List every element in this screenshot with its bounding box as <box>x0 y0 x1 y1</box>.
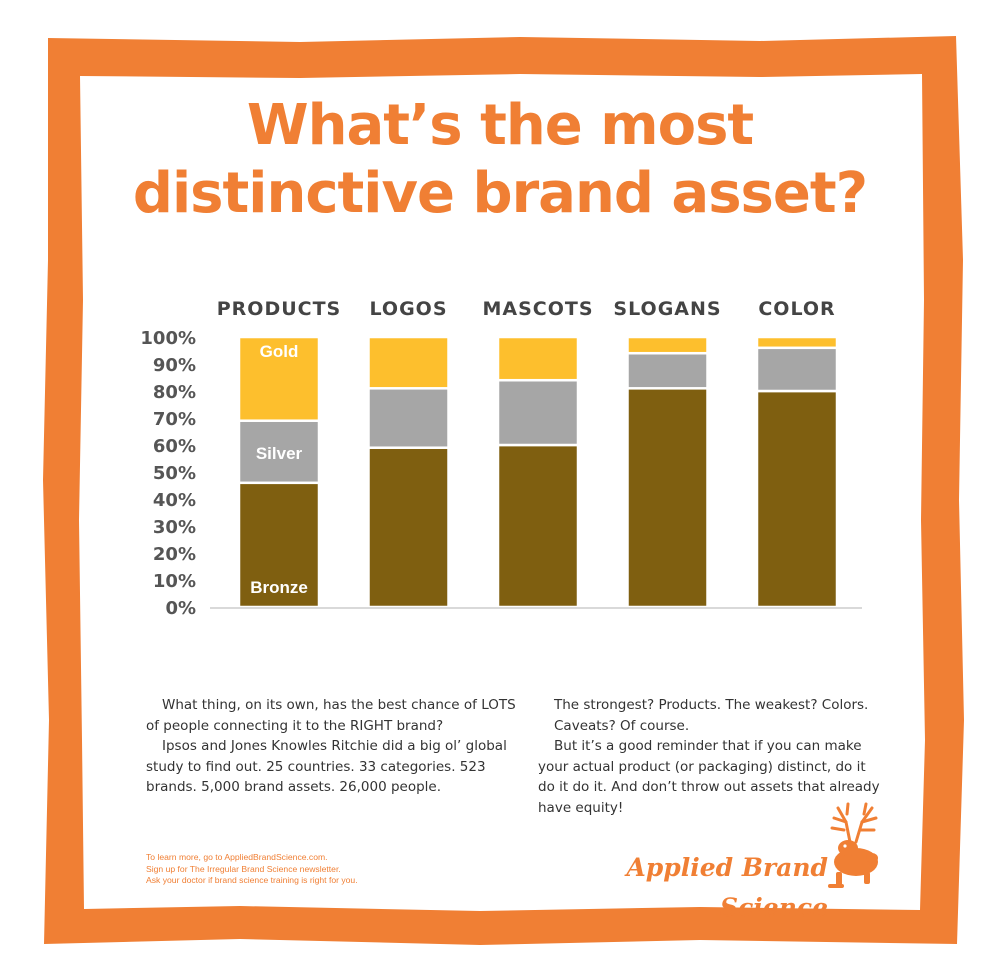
y-tick-label: 20% <box>153 544 196 565</box>
bar-logos-bronze <box>367 446 450 609</box>
y-tick-label: 80% <box>153 382 196 403</box>
bar-color-silver <box>755 346 839 393</box>
y-tick-label: 30% <box>153 517 196 538</box>
y-tick-label: 60% <box>153 436 196 457</box>
bar-mascots-silver <box>496 378 580 447</box>
right-paragraph-1: The strongest? Products. The weakest? Co… <box>554 697 869 713</box>
bar-products-silver <box>237 419 321 485</box>
right-paragraph-3: But it’s a good reminder that if you can… <box>538 738 880 816</box>
segment-label-gold: Gold <box>260 342 299 361</box>
category-label-mascots: MASCOTS <box>482 298 593 320</box>
right-text-column: The strongest? Products. The weakest? Co… <box>538 695 883 818</box>
bar-slogans-bronze <box>626 387 709 609</box>
footer-line-website: To learn more, go to AppliedBrandScience… <box>146 852 328 862</box>
footer-line-training: Ask your doctor if brand science trainin… <box>146 875 358 885</box>
category-label-products: PRODUCTS <box>217 298 342 320</box>
footer-line-newsletter: Sign up for The Irregular Brand Science … <box>146 863 341 874</box>
footer-notes: To learn more, go to AppliedBrandScience… <box>146 852 476 887</box>
segment-label-bronze: Bronze <box>250 578 308 597</box>
y-tick-label: 40% <box>153 490 196 511</box>
brand-wordmark: Applied Brand Science <box>626 853 828 922</box>
left-text-column: What thing, on its own, has the best cha… <box>146 695 518 798</box>
page-title: What’s the most distinctive brand asset? <box>132 93 868 226</box>
bar-logos-silver <box>367 387 450 449</box>
category-label-logos: LOGOS <box>369 298 447 320</box>
bar-mascots-gold <box>496 335 580 382</box>
right-paragraph-2: Caveats? Of course. <box>554 717 690 734</box>
y-tick-label: 50% <box>153 463 196 484</box>
y-tick-label: 0% <box>165 598 196 619</box>
segment-label-silver: Silver <box>256 444 303 463</box>
category-label-slogans: SLOGANS <box>613 298 721 320</box>
left-paragraph-1: What thing, on its own, has the best cha… <box>146 697 516 734</box>
bar-products-gold <box>237 335 321 422</box>
y-tick-label: 70% <box>153 409 196 430</box>
y-tick-label: 90% <box>153 355 196 376</box>
bar-logos-gold <box>367 335 450 390</box>
jackalope-icon <box>828 802 878 888</box>
bar-color-bronze <box>755 389 839 609</box>
category-label-color: COLOR <box>758 298 835 320</box>
bar-slogans-silver <box>626 351 709 390</box>
y-tick-label: 10% <box>153 571 196 592</box>
left-paragraph-2: Ipsos and Jones Knowles Ritchie did a bi… <box>146 738 507 795</box>
bar-slogans-gold <box>626 335 709 355</box>
bar-color-gold <box>755 335 839 350</box>
bar-mascots-bronze <box>496 443 580 609</box>
y-tick-label: 100% <box>140 328 196 349</box>
